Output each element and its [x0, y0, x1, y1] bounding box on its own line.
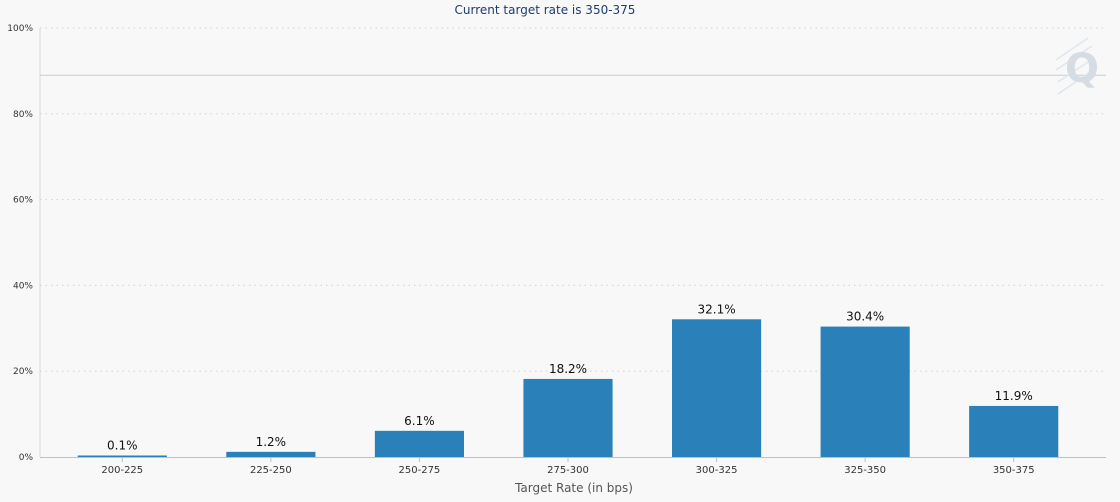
bar[interactable]	[969, 405, 1059, 457]
x-tick-label: 200-225	[101, 465, 143, 476]
x-tick-label: 300-325	[696, 465, 738, 476]
data-label: 6.1%	[404, 414, 435, 428]
x-tick-label: 350-375	[993, 465, 1035, 476]
data-labels: 0.1% 1.2% 6.1% 18.2% 32.1% 30.4% 11.9%	[107, 302, 1033, 452]
y-tick-label: 0%	[19, 453, 34, 463]
y-tick-label: 100%	[7, 24, 33, 34]
x-tick-label: 275-300	[547, 465, 589, 476]
x-tick-label: 250-275	[399, 465, 441, 476]
y-axis-ticks: 0% 20% 40% 60% 80% 100%	[7, 24, 33, 463]
data-label: 0.1%	[107, 439, 138, 453]
bar[interactable]	[374, 430, 464, 457]
data-label: 1.2%	[256, 435, 287, 449]
bar[interactable]	[820, 326, 910, 457]
data-label: 32.1%	[698, 302, 736, 316]
x-tick-label: 325-350	[844, 465, 886, 476]
x-axis-ticks: 200-225 225-250 250-275 275-300 300-325 325-3…	[101, 458, 1035, 476]
bar[interactable]	[523, 378, 613, 457]
y-tick-label: 40%	[13, 281, 33, 291]
y-tick-label: 80%	[13, 110, 33, 120]
chart-title: Current target rate is 350-375	[455, 3, 636, 17]
data-label: 30.4%	[846, 310, 884, 324]
bar[interactable]	[77, 455, 167, 458]
bar[interactable]	[672, 319, 762, 457]
y-tick-label: 20%	[13, 367, 33, 377]
watermark-letter: Q	[1065, 46, 1099, 92]
y-tick-label: 60%	[13, 196, 33, 206]
data-label: 18.2%	[549, 362, 587, 376]
x-axis-label: Target Rate (in bps)	[514, 481, 633, 495]
data-label: 11.9%	[995, 389, 1033, 403]
x-tick-label: 225-250	[250, 465, 292, 476]
bars	[77, 319, 1059, 458]
bar[interactable]	[226, 451, 316, 457]
watermark-logo: Q	[1055, 37, 1099, 95]
